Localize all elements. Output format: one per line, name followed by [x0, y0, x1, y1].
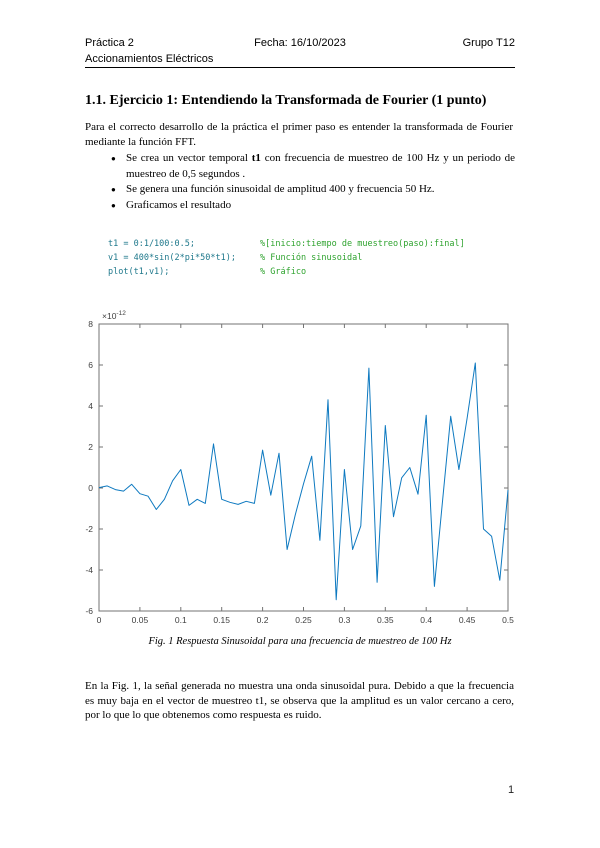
x-tick-label: 0.2	[257, 615, 269, 625]
code-statement: t1 = 0:1/100:0.5;	[108, 239, 195, 249]
x-tick-label: 0.15	[213, 615, 230, 625]
page-header: Práctica 2 Accionamientos Eléctricos Fec…	[85, 35, 515, 67]
matlab-code-block: t1 = 0:1/100:0.5; %[inicio:tiempo de mue…	[108, 237, 518, 279]
code-comment: %[inicio:tiempo de muestreo(paso):final]	[260, 239, 465, 249]
x-tick-label: 0.45	[459, 615, 476, 625]
x-tick-label: 0.3	[338, 615, 350, 625]
list-item: ● Se crea un vector temporal t1 con frec…	[85, 151, 515, 182]
code-statement: plot(t1,v1);	[108, 267, 170, 277]
figure-1-caption: Fig. 1 Respuesta Sinusoidal para una fre…	[148, 636, 452, 647]
intro-paragraph: Para el correcto desarrollo de la prácti…	[85, 121, 513, 148]
y-tick-label: 4	[88, 401, 93, 411]
x-tick-label: 0.1	[175, 615, 187, 625]
bullet-text-bold: t1	[251, 152, 261, 164]
code-line: v1 = 400*sin(2*pi*50*t1); % Función sinu…	[108, 251, 518, 265]
bullet-text-pre: Se crea un vector temporal	[126, 152, 252, 164]
header-divider	[85, 67, 515, 68]
header-date: Fecha: 16/10/2023	[254, 37, 346, 49]
code-comment: % Gráfico	[260, 267, 307, 277]
y-tick-label: 2	[88, 442, 93, 452]
code-comment: % Función sinusoidal	[260, 253, 363, 263]
code-line: plot(t1,v1); % Gráfico	[108, 265, 518, 279]
header-course: Práctica 2	[85, 37, 134, 49]
signal-line	[98, 362, 509, 601]
y-tick-label: -2	[85, 524, 93, 534]
y-tick-label: 6	[88, 360, 93, 370]
bullet-list: ● Se crea un vector temporal t1 con frec…	[85, 151, 515, 213]
bullet-icon: ●	[111, 200, 116, 210]
bullet-text: Se crea un vector temporal t1 con frecue…	[126, 151, 515, 182]
y-tick-label: -6	[85, 606, 93, 616]
y-tick-label: 0	[88, 483, 93, 493]
figure-1-plot: 0 0.05 0.1 0.15 0.2 0.25 0.3 0.35 0.4 0.45 0.5 8 6 4 2…	[85, 310, 514, 625]
bullet-icon: ●	[111, 185, 116, 194]
header-left: Práctica 2 Accionamientos Eléctricos	[85, 35, 228, 67]
code-statement: v1 = 400*sin(2*pi*50*t1);	[108, 253, 236, 263]
page-number: 1	[507, 784, 515, 796]
discussion-paragraph: En la Fig. 1, la señal generada no muest…	[85, 680, 514, 721]
x-tick-label: 0	[97, 615, 102, 625]
x-tick-label: 0.4	[420, 615, 432, 625]
x-tick-label: 0.5	[502, 615, 514, 625]
y-tick-label: -4	[85, 565, 93, 575]
x-tick-label: 0.05	[132, 615, 149, 625]
y-tick-label: 8	[88, 319, 93, 329]
axis-multiplier-label: ×10-12	[102, 310, 126, 321]
list-item: ● Graficamos el resultado	[85, 198, 515, 214]
bullet-text-post: con frecuencia de muestreo de 100 Hz y u…	[126, 152, 516, 180]
section-title: 1.1. Ejercicio 1: Entendiendo la Transfo…	[85, 93, 487, 108]
header-group: Grupo T12	[462, 37, 515, 49]
code-line: t1 = 0:1/100:0.5; %[inicio:tiempo de mue…	[108, 237, 518, 251]
bullet-text: Graficamos el resultado	[126, 198, 515, 214]
list-item: ● Se genera una función sinusoidal de am…	[85, 182, 515, 198]
axes-box	[98, 323, 509, 612]
header-subtitle: Accionamientos Eléctricos	[85, 53, 214, 65]
x-tick-label: 0.25	[295, 615, 312, 625]
bullet-text-pre: Graficamos el resultado	[126, 198, 232, 211]
x-tick-label: 0.35	[377, 615, 394, 625]
bullet-text: Se genera una función sinusoidal de ampl…	[126, 182, 515, 198]
bullet-icon: ●	[111, 154, 116, 163]
bullet-text-pre: Se genera una función sinusoidal de ampl…	[126, 183, 435, 195]
